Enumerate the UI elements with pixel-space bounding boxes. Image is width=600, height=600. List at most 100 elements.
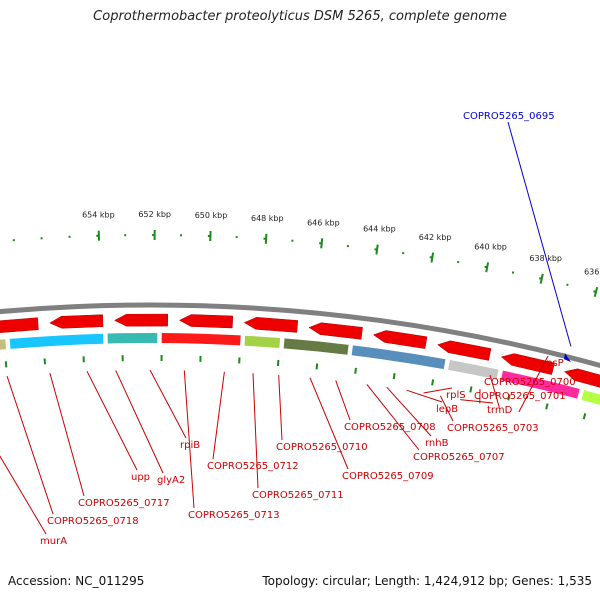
genome-backbone [0, 302, 600, 369]
scale-tick-label: 650 kbp [195, 211, 228, 220]
genome-summary-text: Topology: circular; Length: 1,424,912 bp… [262, 574, 592, 588]
inner-tick [4, 361, 8, 368]
inner-tick [276, 359, 280, 367]
gene-leader-line [278, 375, 283, 441]
gene-label: COPRO5265_0718 [47, 516, 139, 527]
cog-segment [351, 345, 446, 370]
gene-label: upp [131, 472, 150, 483]
inner-tick [392, 373, 396, 380]
scale-dot [263, 237, 266, 240]
feature-label: COPRO5265_0695 [463, 111, 555, 122]
gene-label: COPRO5265_0709 [342, 471, 434, 482]
cog-segment [448, 359, 499, 380]
gene-label: trmD [487, 405, 513, 416]
gene-leader-line [518, 355, 549, 413]
gene-leader-line [252, 373, 259, 489]
scale-dot [346, 245, 349, 248]
gene-label: glyA2 [157, 475, 185, 486]
gene-label: rnhB [425, 438, 449, 449]
scale-tick-label: 646 kbp [307, 218, 340, 227]
gene-label: murA [40, 536, 67, 547]
cds-arrow [308, 322, 363, 340]
gene-leader-line [309, 377, 349, 470]
gene-label: rpiB [180, 440, 200, 451]
scale-dot [374, 248, 377, 251]
scale-dot [124, 234, 127, 237]
scale-tick [430, 252, 435, 263]
cog-segment [9, 333, 104, 349]
gene-label: COPRO5265_0703 [447, 423, 539, 434]
scale-dot [319, 242, 322, 245]
scale-dot [68, 235, 71, 238]
gene-leader-line [149, 369, 187, 439]
gene-label: COPRO5265_0700 [484, 377, 576, 388]
gene-leader-line [439, 395, 454, 422]
feature-leader-line [507, 121, 572, 347]
scale-dot [457, 261, 460, 263]
scale-tick-label: 644 kbp [363, 225, 396, 234]
scale-dot [40, 237, 43, 240]
gene-label: COPRO5265_0708 [344, 422, 436, 433]
inner-tick [582, 413, 587, 420]
inner-tick [431, 379, 435, 386]
inner-tick [469, 386, 473, 393]
gene-leader-line [183, 370, 195, 509]
cog-segment [581, 390, 600, 405]
gene-leader-line [6, 376, 54, 515]
scale-tick-label: 640 kbp [474, 243, 507, 252]
gene-leader-line [212, 371, 225, 460]
accession-text: Accession: NC_011295 [8, 574, 145, 588]
gene-label: COPRO5265_0711 [252, 490, 344, 501]
cds-arrow [243, 317, 299, 333]
gene-label: COPRO5265_0713 [188, 510, 280, 521]
gene-leader-line [386, 386, 432, 437]
gene-label: COPRO5265_0717 [78, 498, 170, 509]
gene-label: rplS [446, 390, 466, 401]
cog-segment [283, 338, 349, 355]
cog-segment [244, 335, 281, 348]
scale-dot [180, 234, 182, 237]
scale-dot [291, 239, 294, 242]
scale-tick-label: 642 kbp [419, 233, 452, 242]
scale-dot [235, 236, 238, 239]
gene-leader-line [49, 372, 85, 497]
cds-arrow [114, 313, 169, 327]
gene-leader-line [460, 399, 494, 404]
scale-dot [539, 277, 542, 280]
gene-leader-line [406, 389, 443, 403]
scale-dot [484, 266, 487, 268]
map-title: Coprothermobacter proteolyticus DSM 5265… [93, 9, 507, 24]
scale-dot [593, 290, 596, 293]
scale-tick-label: 654 kbp [82, 211, 115, 220]
cds-arrow [372, 330, 428, 349]
inner-tick [507, 394, 511, 401]
gene-leader-line [489, 374, 500, 408]
cds-arrow [564, 368, 600, 388]
gene-label: COPRO5265_0712 [207, 461, 299, 472]
scale-tick-label: 638 kbp [529, 254, 562, 263]
scale-dot [429, 256, 432, 259]
scale-dot [566, 283, 569, 286]
gene-label: COPRO5265_0701 [474, 391, 566, 402]
scale-dot [512, 271, 514, 274]
scale-dot [207, 235, 210, 237]
cds-arrow [437, 340, 492, 361]
scale-dot [12, 239, 15, 242]
cog-segment [0, 339, 7, 350]
gene-leader-line [366, 384, 420, 451]
cog-segment [161, 333, 241, 346]
scale-dot [402, 252, 405, 255]
scale-tick-label: 652 kbp [138, 210, 171, 219]
scale-tick-label: 648 kbp [251, 214, 284, 223]
gene-leader-line [0, 455, 47, 535]
scale-tick [539, 273, 544, 284]
scale-tick [485, 262, 490, 273]
scale-tick [375, 244, 379, 255]
scale-tick [320, 238, 324, 249]
gene-label: COPRO5265_0707 [413, 452, 505, 463]
inner-tick [315, 363, 319, 370]
gene-label: COPRO5265_0710 [276, 442, 368, 453]
gene-leader-line [115, 370, 164, 474]
cds-arrow [178, 314, 234, 329]
